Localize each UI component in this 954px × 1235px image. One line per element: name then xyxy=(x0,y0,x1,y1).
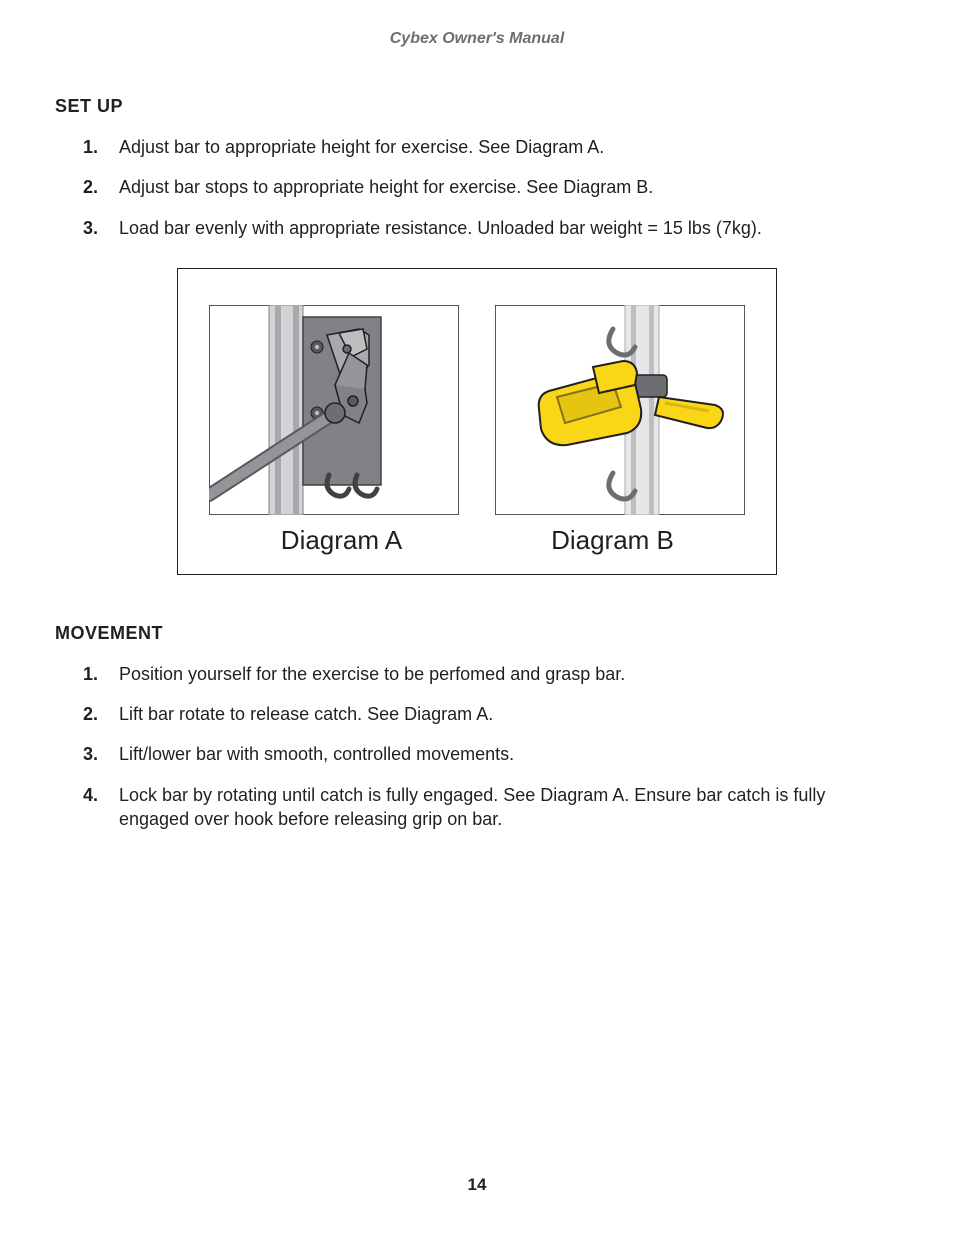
diagram-b-caption: Diagram B xyxy=(477,525,748,556)
setup-step: 2. Adjust bar stops to appropriate heigh… xyxy=(83,175,899,199)
step-text: Adjust bar to appropriate height for exe… xyxy=(119,137,604,157)
step-number: 2. xyxy=(83,175,98,199)
step-text: Lock bar by rotating until catch is full… xyxy=(119,785,825,829)
diagram-a-panel xyxy=(209,305,459,515)
setup-step: 3. Load bar evenly with appropriate resi… xyxy=(83,216,899,240)
movement-step: 3. Lift/lower bar with smooth, controlle… xyxy=(83,742,899,766)
movement-heading: MOVEMENT xyxy=(55,623,899,644)
step-number: 4. xyxy=(83,783,98,807)
page-header: Cybex Owner's Manual xyxy=(55,30,899,48)
diagram-a-caption: Diagram A xyxy=(206,525,477,556)
step-number: 3. xyxy=(83,742,98,766)
step-text: Lift bar rotate to release catch. See Di… xyxy=(119,704,493,724)
page-number: 14 xyxy=(0,1175,954,1195)
setup-step: 1. Adjust bar to appropriate height for … xyxy=(83,135,899,159)
step-text: Lift/lower bar with smooth, controlled m… xyxy=(119,744,514,764)
movement-step: 2. Lift bar rotate to release catch. See… xyxy=(83,702,899,726)
setup-heading: SET UP xyxy=(55,96,899,117)
step-number: 1. xyxy=(83,662,98,686)
step-text: Adjust bar stops to appropriate height f… xyxy=(119,177,653,197)
step-text: Load bar evenly with appropriate resista… xyxy=(119,218,762,238)
diagram-b-illustration xyxy=(495,305,745,515)
step-number: 3. xyxy=(83,216,98,240)
diagram-b-panel xyxy=(495,305,745,515)
step-text: Position yourself for the exercise to be… xyxy=(119,664,625,684)
diagram-a-illustration xyxy=(209,305,459,515)
diagram-container: Diagram A Diagram B xyxy=(177,268,777,575)
step-number: 1. xyxy=(83,135,98,159)
movement-steps-list: 1. Position yourself for the exercise to… xyxy=(55,662,899,831)
step-number: 2. xyxy=(83,702,98,726)
setup-steps-list: 1. Adjust bar to appropriate height for … xyxy=(55,135,899,240)
movement-step: 1. Position yourself for the exercise to… xyxy=(83,662,899,686)
movement-step: 4. Lock bar by rotating until catch is f… xyxy=(83,783,899,832)
